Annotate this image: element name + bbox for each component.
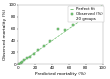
Point — [57, 28, 59, 29]
Point — [96, 9, 98, 10]
Point — [23, 59, 25, 61]
Point — [72, 24, 74, 25]
Point — [43, 45, 45, 47]
Y-axis label: Observed mortality (%): Observed mortality (%) — [4, 9, 7, 60]
Point — [33, 53, 34, 54]
Point — [29, 56, 31, 57]
Point — [81, 18, 82, 19]
Point — [89, 13, 91, 14]
Point — [64, 29, 66, 31]
Point — [20, 62, 21, 63]
Legend: Perfect fit, Observed (%), 20 groups: Perfect fit, Observed (%), 20 groups — [68, 6, 104, 22]
Point — [19, 63, 20, 64]
X-axis label: Predicted mortality (%): Predicted mortality (%) — [35, 71, 86, 76]
Point — [37, 49, 39, 51]
Point — [21, 61, 23, 62]
Point — [26, 57, 28, 59]
Point — [50, 41, 51, 42]
